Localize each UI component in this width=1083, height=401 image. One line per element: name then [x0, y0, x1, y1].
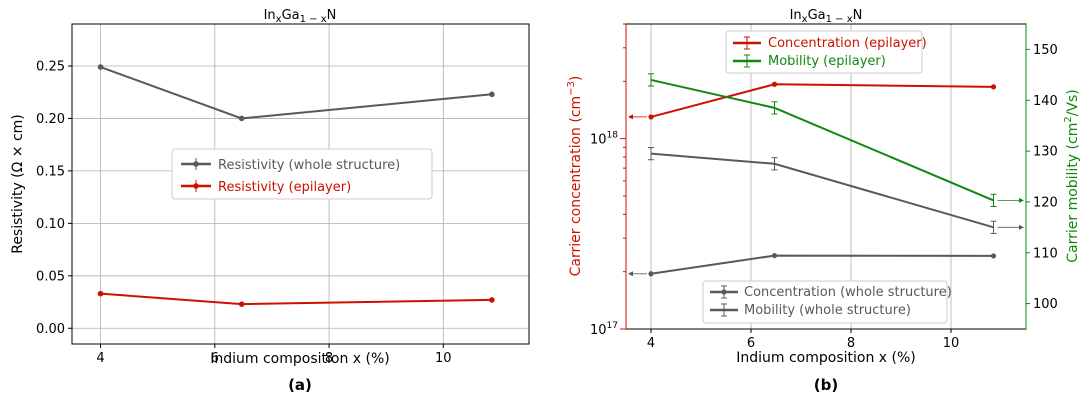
panel-b-grid [650, 24, 952, 329]
tick-label-right: 120 [1033, 195, 1058, 210]
panel-b-legend-top: Concentration (epilayer) Mobility (epila… [725, 30, 927, 74]
legend-marker [721, 289, 727, 295]
tick-label-x: 4 [647, 336, 655, 351]
panel-b-plot-area [626, 24, 1026, 329]
tick-label-left: 1018 [590, 131, 618, 148]
tick-label-right: 130 [1033, 145, 1058, 160]
legend-entry: Concentration (whole structure) [710, 285, 952, 300]
data-point [97, 290, 104, 297]
data-point [238, 301, 245, 307]
panel-b-legend-bottom: Concentration (whole structure) Mobility… [702, 280, 952, 324]
tick-label-y: 0.15 [36, 164, 65, 179]
legend-box [702, 280, 948, 324]
panel-b-label: (b) [814, 376, 838, 394]
tick-label-y: 0.25 [36, 59, 65, 74]
panel-b-title: InxGa1 − xN [790, 8, 863, 25]
tick-label-x: 6 [211, 351, 219, 366]
panel-a-y-axis-label: Resistivity (Ω × cm) [10, 114, 26, 254]
tick-label-x: 4 [96, 351, 104, 366]
panel-a-series [97, 64, 495, 307]
legend-entry: Concentration (epilayer) [733, 36, 927, 51]
legend-marker [193, 183, 199, 189]
data-point [990, 84, 997, 90]
legend-label: Resistivity (epilayer) [218, 180, 351, 195]
tick-label-y: 0.20 [36, 112, 65, 127]
data-point [238, 115, 245, 122]
tick-label-x: 8 [325, 351, 333, 366]
panel-a-label: (a) [288, 376, 312, 394]
legend-entry: Mobility (whole structure) [710, 303, 911, 318]
legend-label: Mobility (epilayer) [768, 54, 886, 69]
panel-a-legend: Resistivity (whole structure) Resistivit… [171, 148, 433, 200]
panel-a-title: InxGa1 − xN [264, 8, 337, 25]
legend-entry: Mobility (epilayer) [733, 54, 886, 69]
tick-label-right: 150 [1033, 43, 1058, 58]
tick-label-y: 0.05 [36, 269, 65, 284]
data-point [489, 297, 495, 303]
tick-label-x: 10 [435, 351, 452, 366]
tick-label-y: 0.00 [36, 322, 65, 337]
panel-b-right-axis-label: Carrier mobility (cm2/Vs) [1063, 89, 1081, 263]
panel-a-x-axis-label: Indium composition x (%) [210, 351, 390, 367]
axis-pointer-arrowhead [1019, 197, 1024, 203]
panel-a-ticks: 4 6 8 10 0.00 0.05 0.10 0.15 0.20 0.25 [36, 59, 452, 366]
data-point [771, 81, 778, 87]
panel-a-frame [71, 23, 530, 345]
tick-label-x: 6 [747, 336, 755, 351]
axis-pointer-arrowhead [628, 271, 633, 277]
data-point [97, 64, 104, 70]
legend-entry: Resistivity (epilayer) [181, 180, 351, 195]
legend-box [171, 148, 433, 200]
tick-label-right: 140 [1033, 94, 1058, 109]
panel-b-x-axis-label: Indium composition x (%) [736, 350, 916, 366]
tick-label-left: 1017 [590, 321, 618, 338]
panel-a: 4 6 8 10 0.00 0.05 0.10 0.15 0.20 0.25 InxGa1 − x… [10, 8, 530, 394]
legend-box [725, 30, 923, 74]
tick-label-right: 100 [1033, 297, 1058, 312]
data-point [648, 271, 654, 277]
tick-label-right: 110 [1033, 246, 1058, 261]
data-point [648, 114, 654, 120]
data-point [990, 253, 997, 259]
legend-entry: Resistivity (whole structure) [181, 158, 400, 173]
legend-label: Resistivity (whole structure) [218, 158, 400, 173]
axis-pointer-arrowhead [628, 114, 633, 120]
data-point [771, 252, 778, 259]
tick-label-x: 10 [943, 336, 960, 351]
legend-label: Concentration (whole structure) [744, 285, 952, 300]
legend-label: Mobility (whole structure) [744, 303, 911, 318]
data-point [489, 91, 495, 98]
legend-marker [193, 161, 199, 167]
panel-b-left-axis-label: Carrier concentration (cm−3) [566, 76, 584, 277]
panel-b: 4 6 8 10 100 110 120 130 140 150 1017 1018 InxGa1 −… [566, 8, 1081, 394]
tick-label-x: 8 [847, 336, 855, 351]
axis-pointer-arrowhead [1019, 224, 1024, 230]
panel-b-series [628, 73, 1024, 277]
panel-b-ticks: 4 6 8 10 100 110 120 130 140 150 1017 1018 [590, 23, 1058, 351]
legend-label: Concentration (epilayer) [768, 36, 927, 51]
tick-label-y: 0.10 [36, 217, 65, 232]
